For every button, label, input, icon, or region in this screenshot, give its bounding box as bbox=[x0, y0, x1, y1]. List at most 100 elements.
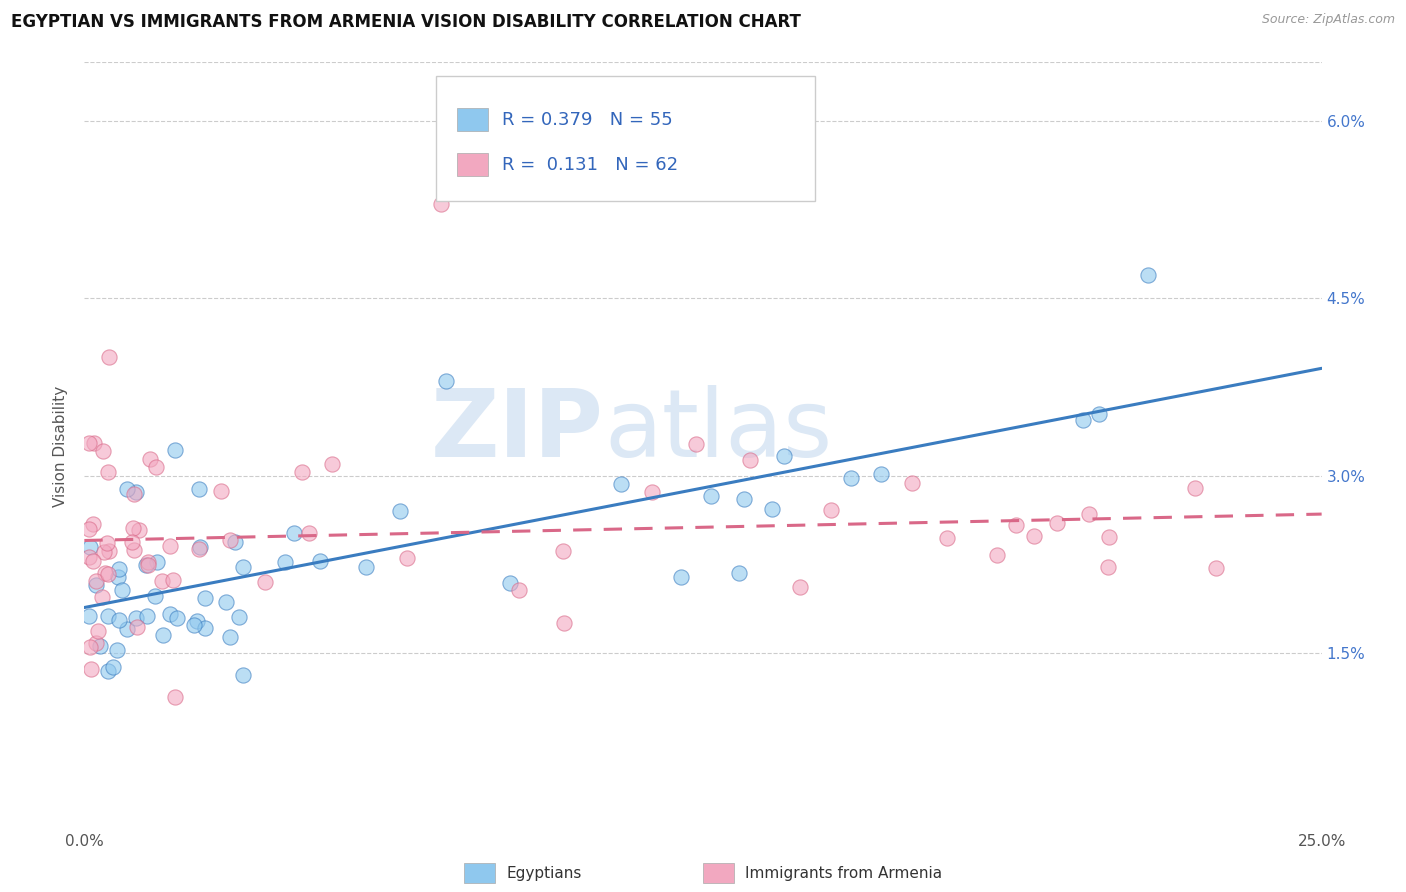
Point bbox=[188, 540, 211, 554]
Point bbox=[183, 618, 205, 632]
Point bbox=[1005, 518, 1028, 533]
Point bbox=[159, 607, 181, 622]
Point bbox=[508, 583, 530, 598]
Point bbox=[80, 662, 103, 676]
Point bbox=[79, 550, 101, 565]
Point bbox=[1073, 412, 1095, 426]
Point bbox=[232, 667, 254, 681]
Point bbox=[152, 627, 174, 641]
Point bbox=[115, 483, 138, 497]
Point bbox=[91, 443, 114, 458]
Point bbox=[79, 541, 101, 555]
Point bbox=[1024, 529, 1046, 543]
Point bbox=[1078, 507, 1101, 521]
Point bbox=[211, 484, 233, 499]
Point bbox=[107, 570, 129, 584]
Point bbox=[134, 558, 156, 573]
Point bbox=[1046, 516, 1069, 531]
Point bbox=[98, 351, 121, 365]
Point bbox=[94, 566, 117, 581]
Point bbox=[869, 467, 891, 481]
Point bbox=[136, 558, 159, 573]
Point bbox=[82, 516, 104, 531]
Point bbox=[83, 435, 105, 450]
Point bbox=[79, 640, 101, 655]
Point bbox=[219, 533, 242, 548]
Point bbox=[728, 566, 751, 580]
Point bbox=[139, 452, 162, 467]
Point bbox=[84, 574, 107, 588]
Point bbox=[166, 611, 188, 625]
Point bbox=[82, 553, 104, 567]
Point bbox=[215, 595, 238, 609]
Point bbox=[1205, 561, 1227, 575]
Point bbox=[96, 465, 118, 479]
Point bbox=[186, 614, 208, 628]
Point bbox=[96, 535, 118, 549]
Point bbox=[396, 551, 419, 566]
Point bbox=[127, 620, 149, 634]
Point bbox=[841, 471, 863, 485]
Point bbox=[669, 570, 692, 584]
Point bbox=[122, 542, 145, 557]
Text: ZIP: ZIP bbox=[432, 384, 605, 476]
Point bbox=[145, 460, 167, 475]
Point bbox=[79, 436, 101, 450]
Point bbox=[761, 501, 783, 516]
Point bbox=[128, 523, 150, 537]
Point bbox=[901, 475, 924, 490]
Point bbox=[101, 660, 124, 674]
Point bbox=[79, 522, 101, 536]
Point bbox=[232, 560, 254, 574]
Point bbox=[789, 580, 811, 594]
Point bbox=[159, 539, 181, 553]
Point bbox=[97, 544, 120, 558]
Text: R =  0.131   N = 62: R = 0.131 N = 62 bbox=[502, 156, 678, 174]
Point bbox=[228, 610, 250, 624]
Point bbox=[283, 526, 305, 541]
Point bbox=[143, 589, 166, 603]
Point bbox=[553, 544, 575, 558]
Point bbox=[194, 591, 217, 606]
Point bbox=[1097, 560, 1119, 574]
Point bbox=[224, 535, 246, 549]
Point bbox=[145, 555, 167, 569]
Point bbox=[1098, 530, 1121, 544]
Point bbox=[986, 548, 1008, 562]
Point bbox=[1184, 481, 1206, 495]
Point bbox=[274, 555, 297, 569]
Point bbox=[354, 560, 377, 574]
Point bbox=[388, 503, 411, 517]
Point bbox=[219, 630, 242, 644]
Point bbox=[162, 573, 184, 587]
Point bbox=[97, 609, 120, 624]
Point bbox=[773, 449, 796, 463]
Point bbox=[121, 520, 143, 534]
Point bbox=[700, 489, 723, 503]
Point bbox=[90, 590, 112, 604]
Point bbox=[610, 476, 633, 491]
Point bbox=[163, 443, 186, 458]
Point bbox=[136, 555, 159, 569]
Point bbox=[820, 503, 842, 517]
Point bbox=[553, 615, 575, 630]
Point bbox=[429, 197, 451, 211]
Point bbox=[121, 535, 143, 549]
Point bbox=[97, 566, 120, 581]
Point bbox=[84, 578, 107, 592]
Y-axis label: Vision Disability: Vision Disability bbox=[53, 385, 69, 507]
Point bbox=[434, 374, 457, 388]
Point bbox=[298, 525, 321, 540]
Point bbox=[163, 690, 186, 704]
Point bbox=[111, 583, 134, 598]
Point bbox=[125, 484, 148, 499]
Point bbox=[93, 545, 115, 559]
Text: Immigrants from Armenia: Immigrants from Armenia bbox=[745, 866, 942, 881]
Point bbox=[115, 622, 138, 636]
Text: atlas: atlas bbox=[605, 384, 832, 476]
Point bbox=[1137, 268, 1160, 282]
Point bbox=[125, 611, 148, 625]
Point bbox=[89, 639, 111, 653]
Text: R = 0.379   N = 55: R = 0.379 N = 55 bbox=[502, 112, 672, 129]
Text: Source: ZipAtlas.com: Source: ZipAtlas.com bbox=[1261, 13, 1395, 27]
